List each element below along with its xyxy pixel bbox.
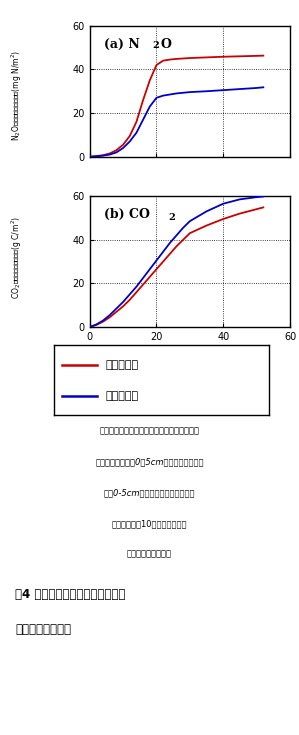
Text: 消化液区の測定結果: 消化液区の測定結果 (127, 550, 172, 559)
Text: O: O (161, 37, 172, 51)
Text: 围4 消化液施用後の積算発生量と: 围4 消化液施用後の積算発生量と (15, 588, 125, 601)
Text: 2: 2 (153, 41, 160, 51)
Text: N$_2$O積算発生量・移動量(mg N/m$^2$): N$_2$O積算発生量・移動量(mg N/m$^2$) (9, 50, 24, 141)
Text: (b) CO: (b) CO (104, 208, 150, 220)
Text: 実線、破線は10測定点の平均値: 実線、破線は10測定点の平均値 (112, 519, 187, 528)
Text: 積算移動量はガス移動量と測定間隔から計算: 積算移動量はガス移動量と測定間隔から計算 (100, 426, 199, 435)
Text: (a) N: (a) N (104, 37, 139, 51)
Text: CO$_2$積算発生量・移動量(g C/m$^2$): CO$_2$積算発生量・移動量(g C/m$^2$) (9, 216, 24, 298)
Text: 2: 2 (168, 213, 175, 222)
Text: ガス移動量は深さ0、5cmの土中ガス濃度と: ガス移動量は深さ0、5cmの土中ガス濃度と (95, 457, 204, 466)
Text: 積算移動量の比較: 積算移動量の比較 (15, 623, 71, 637)
Text: 積算発生量: 積算発生量 (106, 360, 139, 370)
Text: 深さ0-5cmのガス拡散係数から計算: 深さ0-5cmのガス拡散係数から計算 (104, 488, 195, 497)
Text: 積算移動量: 積算移動量 (106, 391, 139, 401)
X-axis label: 消化液施用からの時間（日）: 消化液施用からの時間（日） (149, 346, 231, 356)
